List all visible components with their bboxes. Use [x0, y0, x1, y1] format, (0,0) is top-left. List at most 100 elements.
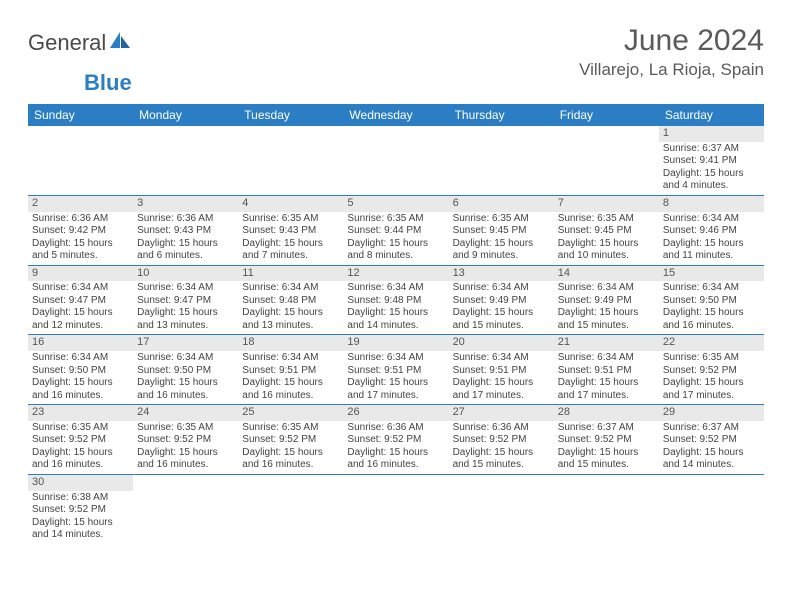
day-details: Sunrise: 6:35 AMSunset: 9:52 PMDaylight:… — [659, 351, 764, 404]
day-details: Sunrise: 6:35 AMSunset: 9:52 PMDaylight:… — [133, 421, 238, 474]
day-details: Sunrise: 6:35 AMSunset: 9:44 PMDaylight:… — [343, 212, 448, 265]
day-details: Sunrise: 6:34 AMSunset: 9:48 PMDaylight:… — [343, 281, 448, 334]
day-details: Sunrise: 6:34 AMSunset: 9:51 PMDaylight:… — [238, 351, 343, 404]
day-number: 21 — [554, 335, 659, 351]
day-details: Sunrise: 6:34 AMSunset: 9:47 PMDaylight:… — [28, 281, 133, 334]
day-details: Sunrise: 6:34 AMSunset: 9:50 PMDaylight:… — [659, 281, 764, 334]
day-number: 7 — [554, 196, 659, 212]
day-details: Sunrise: 6:34 AMSunset: 9:51 PMDaylight:… — [554, 351, 659, 404]
day-number: 23 — [28, 405, 133, 421]
day-cell-25: 25Sunrise: 6:35 AMSunset: 9:52 PMDayligh… — [238, 405, 343, 475]
weekday-header-row: SundayMondayTuesdayWednesdayThursdayFrid… — [28, 104, 764, 126]
day-number: 8 — [659, 196, 764, 212]
day-number: 16 — [28, 335, 133, 351]
calendar-row: 16Sunrise: 6:34 AMSunset: 9:50 PMDayligh… — [28, 335, 764, 405]
day-details: Sunrise: 6:34 AMSunset: 9:50 PMDaylight:… — [133, 351, 238, 404]
day-cell-4: 4Sunrise: 6:35 AMSunset: 9:43 PMDaylight… — [238, 195, 343, 265]
day-cell-21: 21Sunrise: 6:34 AMSunset: 9:51 PMDayligh… — [554, 335, 659, 405]
empty-cell — [238, 126, 343, 195]
calendar-row: 2Sunrise: 6:36 AMSunset: 9:42 PMDaylight… — [28, 195, 764, 265]
empty-cell — [343, 126, 448, 195]
day-details: Sunrise: 6:35 AMSunset: 9:52 PMDaylight:… — [28, 421, 133, 474]
day-details: Sunrise: 6:34 AMSunset: 9:49 PMDaylight:… — [449, 281, 554, 334]
day-cell-29: 29Sunrise: 6:37 AMSunset: 9:52 PMDayligh… — [659, 405, 764, 475]
day-cell-12: 12Sunrise: 6:34 AMSunset: 9:48 PMDayligh… — [343, 265, 448, 335]
day-number: 18 — [238, 335, 343, 351]
logo-word1: General — [28, 30, 106, 56]
day-number: 11 — [238, 266, 343, 282]
day-cell-13: 13Sunrise: 6:34 AMSunset: 9:49 PMDayligh… — [449, 265, 554, 335]
weekday-monday: Monday — [133, 104, 238, 126]
day-number: 27 — [449, 405, 554, 421]
day-details: Sunrise: 6:36 AMSunset: 9:52 PMDaylight:… — [449, 421, 554, 474]
title-block: June 2024 Villarejo, La Rioja, Spain — [579, 24, 764, 80]
empty-cell — [659, 474, 764, 543]
day-details: Sunrise: 6:36 AMSunset: 9:52 PMDaylight:… — [343, 421, 448, 474]
day-cell-22: 22Sunrise: 6:35 AMSunset: 9:52 PMDayligh… — [659, 335, 764, 405]
day-number: 3 — [133, 196, 238, 212]
weekday-wednesday: Wednesday — [343, 104, 448, 126]
empty-cell — [343, 474, 448, 543]
day-details: Sunrise: 6:34 AMSunset: 9:48 PMDaylight:… — [238, 281, 343, 334]
day-number: 6 — [449, 196, 554, 212]
day-details: Sunrise: 6:38 AMSunset: 9:52 PMDaylight:… — [28, 491, 133, 544]
day-cell-7: 7Sunrise: 6:35 AMSunset: 9:45 PMDaylight… — [554, 195, 659, 265]
day-cell-23: 23Sunrise: 6:35 AMSunset: 9:52 PMDayligh… — [28, 405, 133, 475]
empty-cell — [133, 474, 238, 543]
day-details: Sunrise: 6:34 AMSunset: 9:51 PMDaylight:… — [343, 351, 448, 404]
day-details: Sunrise: 6:34 AMSunset: 9:47 PMDaylight:… — [133, 281, 238, 334]
weekday-sunday: Sunday — [28, 104, 133, 126]
day-details: Sunrise: 6:37 AMSunset: 9:52 PMDaylight:… — [659, 421, 764, 474]
day-number: 4 — [238, 196, 343, 212]
day-number: 9 — [28, 266, 133, 282]
day-number: 14 — [554, 266, 659, 282]
empty-cell — [449, 474, 554, 543]
day-cell-18: 18Sunrise: 6:34 AMSunset: 9:51 PMDayligh… — [238, 335, 343, 405]
day-cell-28: 28Sunrise: 6:37 AMSunset: 9:52 PMDayligh… — [554, 405, 659, 475]
day-details: Sunrise: 6:37 AMSunset: 9:41 PMDaylight:… — [659, 142, 764, 195]
empty-cell — [554, 474, 659, 543]
day-number: 24 — [133, 405, 238, 421]
day-cell-2: 2Sunrise: 6:36 AMSunset: 9:42 PMDaylight… — [28, 195, 133, 265]
weekday-friday: Friday — [554, 104, 659, 126]
day-cell-3: 3Sunrise: 6:36 AMSunset: 9:43 PMDaylight… — [133, 195, 238, 265]
day-number: 29 — [659, 405, 764, 421]
day-cell-24: 24Sunrise: 6:35 AMSunset: 9:52 PMDayligh… — [133, 405, 238, 475]
empty-cell — [133, 126, 238, 195]
day-details: Sunrise: 6:37 AMSunset: 9:52 PMDaylight:… — [554, 421, 659, 474]
day-details: Sunrise: 6:36 AMSunset: 9:42 PMDaylight:… — [28, 212, 133, 265]
logo-word2: Blue — [84, 70, 132, 96]
day-cell-30: 30Sunrise: 6:38 AMSunset: 9:52 PMDayligh… — [28, 474, 133, 543]
day-number: 28 — [554, 405, 659, 421]
calendar-table: SundayMondayTuesdayWednesdayThursdayFrid… — [28, 104, 764, 544]
day-cell-15: 15Sunrise: 6:34 AMSunset: 9:50 PMDayligh… — [659, 265, 764, 335]
month-title: June 2024 — [579, 24, 764, 58]
calendar-row: 23Sunrise: 6:35 AMSunset: 9:52 PMDayligh… — [28, 405, 764, 475]
sail-icon — [108, 30, 132, 50]
day-number: 2 — [28, 196, 133, 212]
day-cell-26: 26Sunrise: 6:36 AMSunset: 9:52 PMDayligh… — [343, 405, 448, 475]
day-cell-6: 6Sunrise: 6:35 AMSunset: 9:45 PMDaylight… — [449, 195, 554, 265]
calendar-row: 30Sunrise: 6:38 AMSunset: 9:52 PMDayligh… — [28, 474, 764, 543]
weekday-saturday: Saturday — [659, 104, 764, 126]
day-cell-19: 19Sunrise: 6:34 AMSunset: 9:51 PMDayligh… — [343, 335, 448, 405]
weekday-tuesday: Tuesday — [238, 104, 343, 126]
day-cell-9: 9Sunrise: 6:34 AMSunset: 9:47 PMDaylight… — [28, 265, 133, 335]
calendar-row: 9Sunrise: 6:34 AMSunset: 9:47 PMDaylight… — [28, 265, 764, 335]
empty-cell — [554, 126, 659, 195]
day-cell-5: 5Sunrise: 6:35 AMSunset: 9:44 PMDaylight… — [343, 195, 448, 265]
day-details: Sunrise: 6:35 AMSunset: 9:43 PMDaylight:… — [238, 212, 343, 265]
day-number: 19 — [343, 335, 448, 351]
day-details: Sunrise: 6:36 AMSunset: 9:43 PMDaylight:… — [133, 212, 238, 265]
day-number: 26 — [343, 405, 448, 421]
day-number: 30 — [28, 475, 133, 491]
day-number: 1 — [659, 126, 764, 142]
day-number: 22 — [659, 335, 764, 351]
day-details: Sunrise: 6:35 AMSunset: 9:45 PMDaylight:… — [449, 212, 554, 265]
day-number: 10 — [133, 266, 238, 282]
day-cell-16: 16Sunrise: 6:34 AMSunset: 9:50 PMDayligh… — [28, 335, 133, 405]
day-cell-1: 1Sunrise: 6:37 AMSunset: 9:41 PMDaylight… — [659, 126, 764, 195]
day-number: 17 — [133, 335, 238, 351]
day-details: Sunrise: 6:34 AMSunset: 9:49 PMDaylight:… — [554, 281, 659, 334]
day-details: Sunrise: 6:34 AMSunset: 9:51 PMDaylight:… — [449, 351, 554, 404]
